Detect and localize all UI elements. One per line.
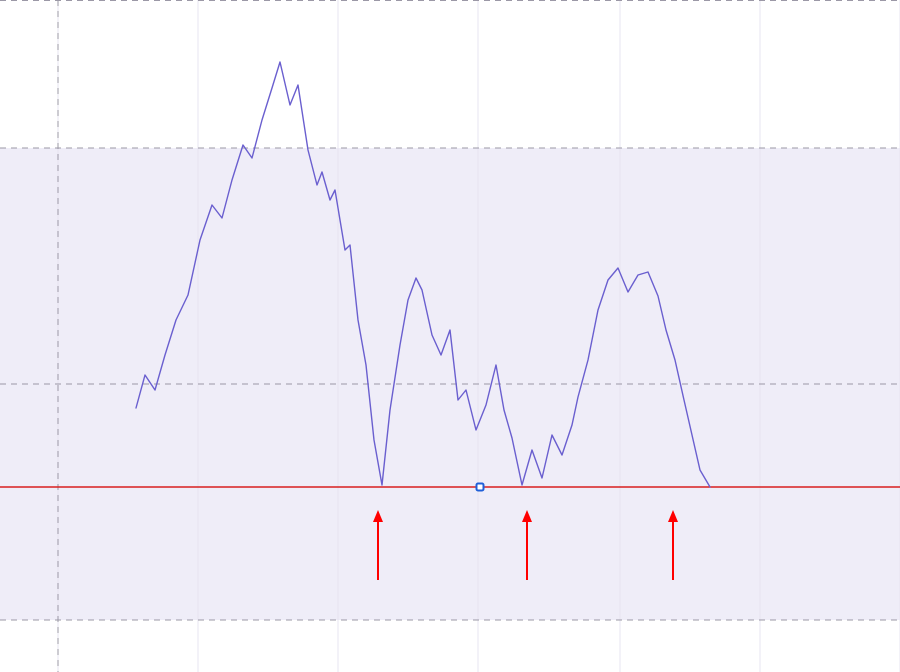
indicator-chart	[0, 0, 900, 672]
chart-svg	[0, 0, 900, 672]
level-marker[interactable]	[477, 484, 484, 491]
